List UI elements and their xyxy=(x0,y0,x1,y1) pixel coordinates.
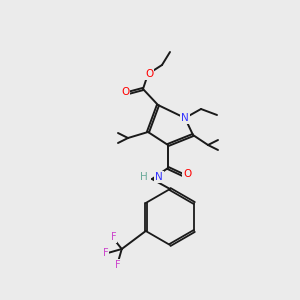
Text: F: F xyxy=(115,260,121,270)
Text: F: F xyxy=(111,232,117,242)
Text: O: O xyxy=(121,87,129,97)
Text: F: F xyxy=(103,248,109,258)
Text: O: O xyxy=(183,169,191,179)
Text: O: O xyxy=(145,69,153,79)
Text: N: N xyxy=(155,172,163,182)
Text: N: N xyxy=(181,113,189,123)
Text: H: H xyxy=(140,172,148,182)
